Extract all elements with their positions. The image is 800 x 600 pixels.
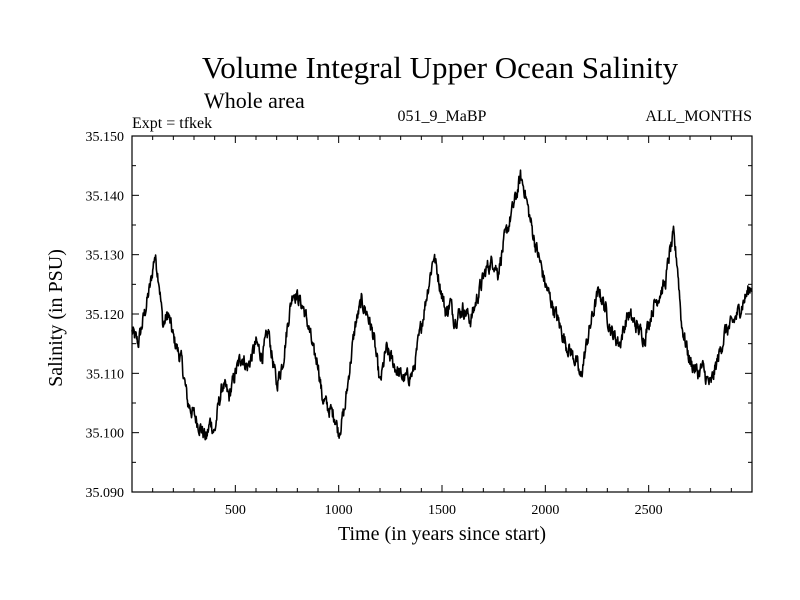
x-tick-label: 500	[225, 503, 246, 518]
y-tick-label: 35.090	[86, 486, 125, 501]
expt-label: Expt = tfkek	[132, 115, 212, 132]
chart-subtitle: Whole area	[204, 88, 305, 113]
x-tick-label: 1500	[428, 503, 456, 518]
y-tick-label: 35.100	[86, 427, 125, 442]
y-tick-label: 35.120	[86, 308, 125, 323]
y-axis-label: Salinity (in PSU)	[45, 249, 67, 387]
chart-title: Volume Integral Upper Ocean Salinity	[202, 50, 679, 85]
plot-frame	[131, 135, 753, 493]
x-axis: 500 1000 1500 2000 2500	[152, 136, 732, 518]
y-tick-label: 35.110	[86, 367, 124, 382]
y-tick-label: 35.130	[86, 249, 125, 264]
y-tick-label: 35.140	[86, 189, 125, 204]
x-tick-label: 2000	[531, 503, 559, 518]
x-tick-label: 2500	[635, 503, 663, 518]
months-label: ALL_MONTHS	[645, 108, 752, 125]
run-id-label: 051_9_MaBP	[398, 108, 487, 125]
y-axis: 35.090 35.100 35.110 35.120 35.130 35.140 35.1…	[86, 130, 752, 501]
x-axis-label: Time (in years since start)	[338, 523, 546, 545]
x-tick-label: 1000	[325, 503, 353, 518]
salinity-series-line	[131, 169, 753, 441]
y-tick-label: 35.150	[86, 130, 125, 145]
